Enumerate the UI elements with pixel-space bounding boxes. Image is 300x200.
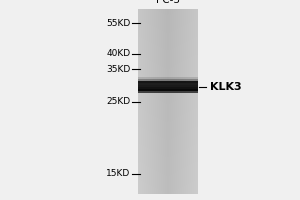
- Bar: [138, 81, 198, 93]
- Text: KLK3: KLK3: [210, 82, 242, 92]
- Bar: [138, 81, 198, 93]
- Bar: [138, 81, 198, 93]
- Text: 25KD: 25KD: [106, 98, 130, 106]
- Text: 55KD: 55KD: [106, 19, 130, 27]
- Text: 40KD: 40KD: [106, 49, 130, 58]
- Text: PC-3: PC-3: [156, 0, 180, 5]
- Bar: [138, 81, 198, 93]
- Bar: [138, 83, 198, 91]
- Bar: [138, 81, 198, 93]
- Bar: [138, 81, 198, 92]
- Bar: [138, 81, 198, 93]
- Text: 35KD: 35KD: [106, 64, 130, 73]
- Bar: [138, 81, 198, 93]
- Bar: [138, 81, 198, 93]
- Bar: [138, 81, 198, 93]
- Bar: [138, 81, 198, 93]
- Bar: [138, 81, 198, 93]
- Bar: [138, 81, 198, 93]
- Bar: [138, 85, 198, 91]
- Bar: [138, 89, 198, 91]
- Bar: [138, 77, 198, 83]
- Bar: [138, 81, 198, 83]
- Bar: [138, 81, 198, 93]
- Bar: [138, 79, 198, 83]
- Bar: [138, 81, 198, 93]
- Text: 15KD: 15KD: [106, 170, 130, 178]
- Bar: [138, 81, 198, 93]
- Bar: [138, 81, 198, 93]
- Bar: [138, 81, 198, 93]
- Bar: [138, 81, 198, 93]
- Bar: [138, 81, 198, 93]
- Bar: [138, 87, 198, 91]
